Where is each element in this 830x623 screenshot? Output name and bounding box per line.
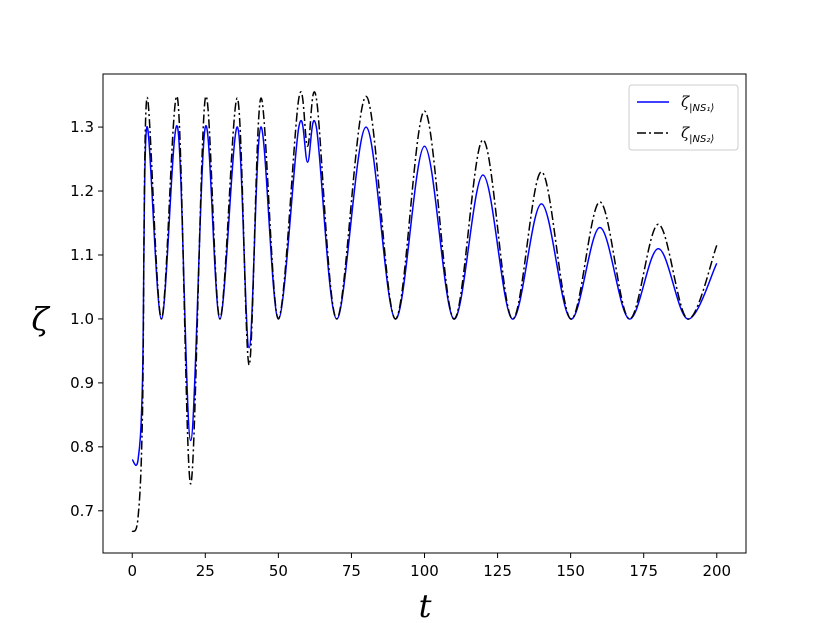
series-line bbox=[131, 119, 718, 467]
series-line bbox=[131, 91, 718, 533]
legend-label: ζ|NS₂⟩ bbox=[681, 124, 714, 145]
y-axis-label: ζ bbox=[31, 300, 50, 338]
x-tick-label: 150 bbox=[556, 562, 585, 580]
y-tick-label: 1.0 bbox=[70, 310, 94, 328]
plot-frame bbox=[102, 73, 747, 554]
y-tick-label: 0.7 bbox=[70, 502, 94, 520]
y-tick-label: 1.2 bbox=[70, 182, 94, 200]
x-tick-label: 75 bbox=[342, 562, 361, 580]
x-tick-label: 125 bbox=[483, 562, 512, 580]
x-tick-label: 100 bbox=[410, 562, 439, 580]
legend-label: ζ|NS₁⟩ bbox=[681, 93, 714, 114]
y-tick-label: 1.3 bbox=[70, 118, 94, 136]
x-tick-label: 175 bbox=[629, 562, 658, 580]
x-tick-label: 0 bbox=[127, 562, 137, 580]
x-tick-label: 50 bbox=[269, 562, 288, 580]
y-tick-label: 1.1 bbox=[70, 246, 94, 264]
y-tick-label: 0.8 bbox=[70, 438, 94, 456]
y-tick-label: 0.9 bbox=[70, 374, 94, 392]
x-tick-label: 200 bbox=[702, 562, 731, 580]
x-axis-label: t bbox=[419, 587, 432, 623]
x-tick-label: 25 bbox=[196, 562, 215, 580]
